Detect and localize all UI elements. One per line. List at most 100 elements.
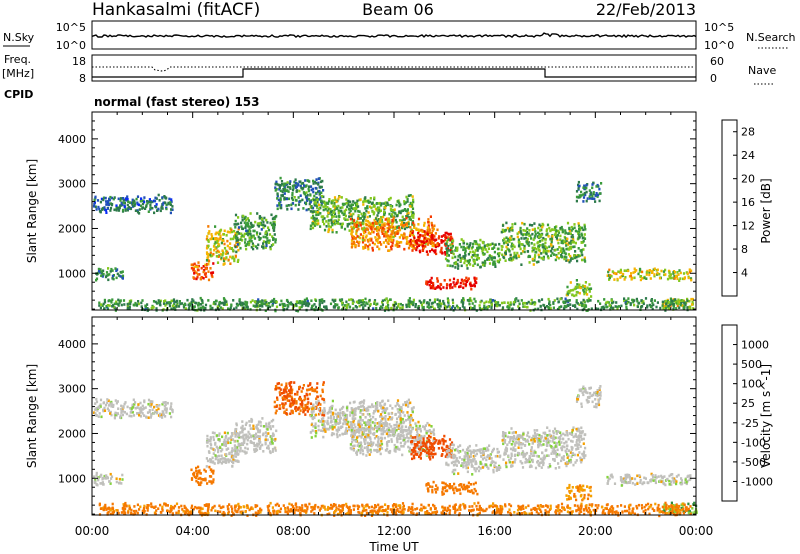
data-cell bbox=[486, 250, 489, 254]
data-cell bbox=[391, 209, 395, 212]
data-cell bbox=[216, 446, 219, 450]
data-cell bbox=[157, 207, 160, 211]
data-cell bbox=[314, 305, 317, 309]
data-cell bbox=[109, 270, 112, 273]
data-cell bbox=[97, 271, 100, 275]
data-cell bbox=[273, 220, 276, 224]
data-cell bbox=[372, 427, 375, 431]
data-cell bbox=[341, 202, 344, 206]
data-cell bbox=[323, 424, 326, 428]
data-cell bbox=[400, 410, 403, 413]
data-cell bbox=[281, 190, 284, 193]
data-cell bbox=[251, 225, 254, 228]
cpid-label: CPID bbox=[4, 88, 33, 101]
nave-tick-bottom: 0 bbox=[710, 72, 717, 85]
data-cell bbox=[161, 402, 164, 406]
data-cell bbox=[503, 237, 506, 241]
data-cell bbox=[368, 430, 371, 434]
data-cell bbox=[566, 247, 569, 251]
data-cell bbox=[229, 262, 232, 265]
data-cell bbox=[389, 208, 392, 211]
data-cell bbox=[424, 240, 427, 243]
data-cell bbox=[313, 194, 316, 198]
nsky-label: N.Sky bbox=[3, 31, 35, 44]
data-cell bbox=[325, 220, 328, 223]
data-cell bbox=[265, 424, 268, 428]
data-cell bbox=[139, 415, 143, 418]
data-cell bbox=[433, 298, 437, 301]
data-cell bbox=[139, 199, 142, 203]
data-cell bbox=[449, 285, 452, 288]
data-cell bbox=[359, 415, 362, 419]
data-cell bbox=[233, 257, 236, 261]
data-cell bbox=[400, 233, 403, 237]
data-cell bbox=[285, 390, 288, 394]
data-cell bbox=[401, 304, 404, 307]
data-cell bbox=[320, 420, 324, 423]
data-cell bbox=[133, 403, 136, 406]
data-cell bbox=[151, 206, 154, 210]
data-cell bbox=[366, 435, 369, 439]
data-cell bbox=[483, 259, 487, 263]
data-cell bbox=[350, 407, 353, 410]
data-cell bbox=[224, 257, 227, 261]
data-cell bbox=[284, 187, 287, 191]
data-cell bbox=[109, 206, 113, 210]
data-cell bbox=[447, 249, 450, 252]
data-cell bbox=[623, 278, 626, 281]
data-cell bbox=[245, 433, 248, 437]
data-cell bbox=[319, 185, 322, 189]
data-cell bbox=[341, 211, 344, 215]
data-cell bbox=[194, 301, 197, 305]
data-cell bbox=[404, 236, 407, 239]
data-cell bbox=[322, 215, 325, 218]
data-cell bbox=[508, 229, 511, 233]
data-cell bbox=[93, 480, 96, 483]
data-cell bbox=[671, 302, 674, 305]
data-cell bbox=[147, 402, 150, 406]
data-cell bbox=[327, 207, 330, 211]
data-cell bbox=[274, 186, 277, 189]
data-cell bbox=[115, 477, 118, 480]
data-cell bbox=[679, 277, 682, 280]
data-cell bbox=[352, 414, 355, 417]
data-cell bbox=[433, 307, 436, 311]
data-cell bbox=[305, 191, 308, 194]
data-cell bbox=[247, 430, 250, 434]
data-cell bbox=[533, 227, 536, 231]
data-cell bbox=[597, 307, 600, 311]
data-cell bbox=[359, 224, 362, 227]
data-cell bbox=[365, 421, 368, 424]
data-cell bbox=[265, 422, 268, 426]
data-cell bbox=[321, 220, 325, 223]
data-cell bbox=[616, 307, 619, 310]
data-cell bbox=[120, 411, 123, 414]
data-cell bbox=[342, 405, 345, 409]
data-cell bbox=[337, 197, 340, 201]
data-cell bbox=[497, 247, 500, 251]
data-cell bbox=[688, 299, 691, 303]
data-cell bbox=[512, 238, 515, 241]
data-cell bbox=[320, 199, 323, 202]
data-cell bbox=[290, 397, 294, 400]
data-cell bbox=[326, 206, 329, 209]
data-cell bbox=[144, 305, 147, 309]
data-cell bbox=[367, 420, 370, 423]
data-cell bbox=[454, 266, 457, 269]
data-cell bbox=[238, 432, 241, 436]
data-cell bbox=[407, 211, 410, 215]
data-cell bbox=[212, 480, 215, 484]
data-cell bbox=[304, 185, 307, 188]
data-cell bbox=[501, 230, 505, 233]
data-cell bbox=[106, 401, 109, 404]
data-cell bbox=[379, 216, 383, 219]
data-cell bbox=[253, 434, 256, 437]
data-cell bbox=[571, 257, 574, 260]
data-cell bbox=[93, 198, 96, 202]
data-cell bbox=[444, 305, 447, 308]
data-cell bbox=[379, 305, 382, 308]
data-cell bbox=[120, 201, 123, 205]
data-cell bbox=[231, 438, 235, 441]
data-cell bbox=[323, 420, 326, 423]
data-cell bbox=[381, 223, 384, 227]
